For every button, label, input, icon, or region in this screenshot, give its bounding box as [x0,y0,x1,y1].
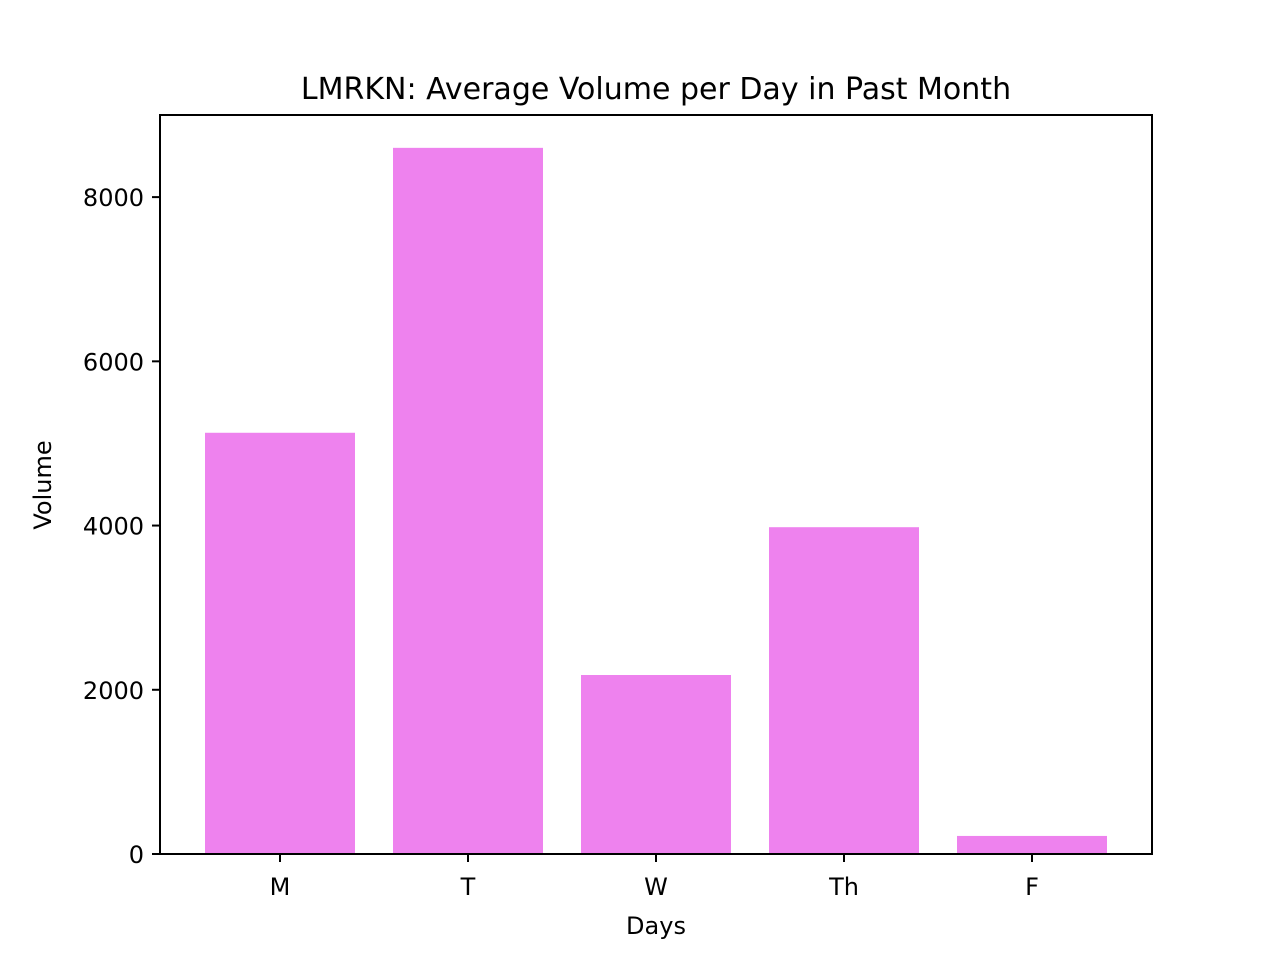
x-tick-label: T [460,873,476,901]
bars-group [205,147,1107,854]
x-axis-ticks: M T W Th F [270,854,1039,901]
y-tick-label: 2000 [83,677,144,705]
bar-w [581,674,731,854]
bar-th [769,527,919,854]
x-axis-label: Days [626,912,686,940]
x-tick-label: W [644,873,668,901]
x-tick-label: M [270,873,291,901]
y-tick-label: 6000 [83,348,144,376]
y-tick-label: 0 [129,841,144,869]
y-tick-label: 8000 [83,184,144,212]
bar-f [957,835,1107,854]
y-tick-label: 4000 [83,513,144,541]
bar-t [393,147,543,854]
y-axis-ticks: 0 2000 4000 6000 8000 [83,184,160,869]
x-tick-label: Th [828,873,859,901]
x-tick-label: F [1025,873,1039,901]
plot-frame [159,114,1153,855]
bar-m [205,432,355,854]
y-axis-label: Volume [29,440,57,529]
chart-title: LMRKN: Average Volume per Day in Past Mo… [301,72,1011,107]
